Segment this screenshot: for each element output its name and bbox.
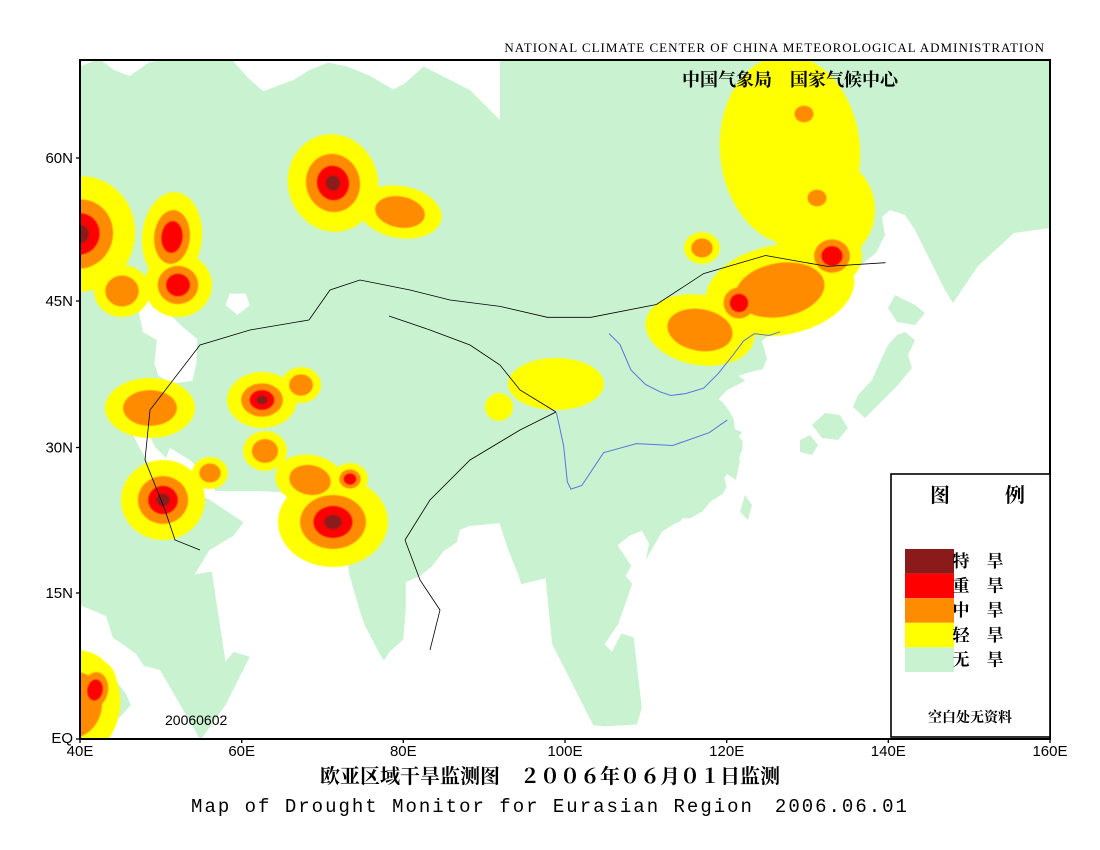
svg-text:重 旱: 重 旱: [953, 572, 1004, 597]
svg-text:30N: 30N: [45, 440, 73, 457]
svg-text:60N: 60N: [45, 150, 73, 167]
svg-text:NATIONAL CLIMATE CENTER OF CHI: NATIONAL CLIMATE CENTER OF CHINA METEORO…: [504, 40, 1045, 55]
svg-text:Map of Drought Monitor for Eur: Map of Drought Monitor for Eurasian Regi…: [191, 796, 909, 818]
svg-text:15N: 15N: [45, 585, 73, 602]
svg-text:40E: 40E: [67, 743, 94, 760]
svg-text:欧亚区域干旱监测图 ２００６年０６月０１日监测: 欧亚区域干旱监测图 ２００６年０６月０１日监测: [320, 760, 780, 789]
svg-text:80E: 80E: [390, 743, 417, 760]
svg-text:无 旱: 无 旱: [953, 645, 1004, 670]
svg-text:60E: 60E: [228, 743, 255, 760]
svg-text:例: 例: [1005, 479, 1025, 508]
svg-text:45N: 45N: [45, 293, 73, 310]
svg-text:120E: 120E: [709, 743, 744, 760]
svg-text:空白处无资料: 空白处无资料: [928, 707, 1012, 727]
svg-text:中国气象局 国家气候中心: 中国气象局 国家气候中心: [682, 66, 901, 92]
svg-text:轻 旱: 轻 旱: [953, 621, 1004, 646]
svg-text:特 旱: 特 旱: [953, 547, 1004, 572]
svg-text:中 旱: 中 旱: [953, 596, 1004, 621]
svg-text:100E: 100E: [547, 743, 582, 760]
svg-text:图: 图: [930, 479, 950, 508]
svg-text:20060602: 20060602: [165, 712, 228, 728]
svg-text:160E: 160E: [1032, 743, 1067, 760]
svg-text:140E: 140E: [871, 743, 906, 760]
